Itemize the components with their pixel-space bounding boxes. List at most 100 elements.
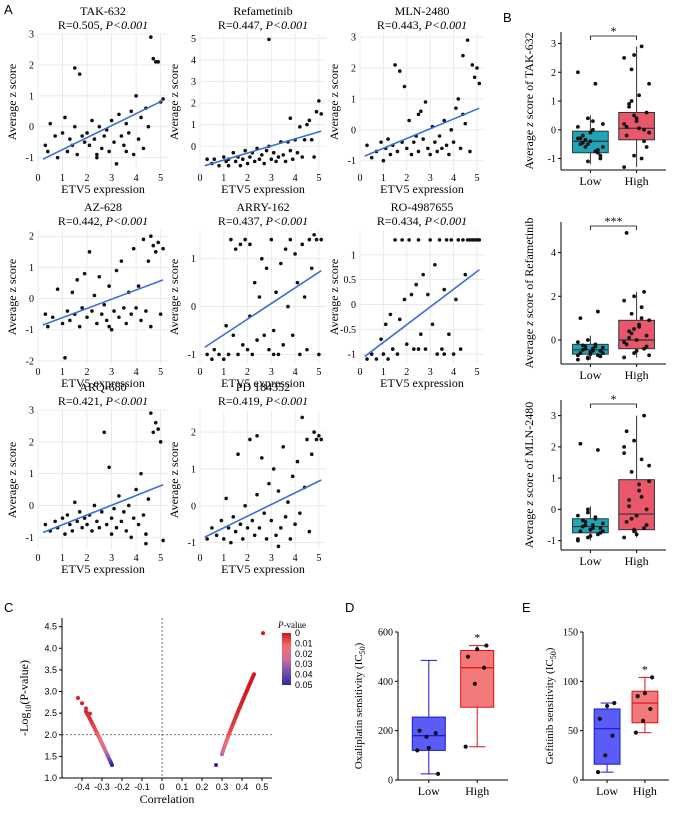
y-tick-label: 5 xyxy=(191,34,196,45)
data-point xyxy=(416,347,421,351)
data-point xyxy=(288,148,293,153)
data-point xyxy=(369,352,374,356)
data-point xyxy=(312,430,316,434)
data-point xyxy=(233,159,238,164)
panel-label-a: A xyxy=(4,2,13,17)
data-point xyxy=(600,122,605,126)
x-category-label: Low xyxy=(579,174,601,188)
data-point xyxy=(600,345,605,350)
y-axis-label: Gefitinib sensitivity (IC50) xyxy=(544,647,558,764)
panel-label-b: B xyxy=(503,10,512,25)
data-point xyxy=(300,415,305,420)
scatter-title: Refametinib xyxy=(233,4,292,18)
data-point xyxy=(161,246,165,251)
data-point xyxy=(627,498,632,502)
data-point xyxy=(435,771,441,776)
y-tick-label: 3 xyxy=(551,411,556,422)
data-point xyxy=(644,110,649,115)
x-tick-label: 0.4 xyxy=(236,782,249,792)
data-point xyxy=(124,321,129,326)
data-point xyxy=(581,133,585,138)
data-point xyxy=(151,243,156,248)
data-point xyxy=(290,474,295,479)
legend-title: P-value xyxy=(277,620,306,630)
data-point xyxy=(55,155,60,160)
data-point xyxy=(271,150,276,155)
y-tick-label: 2 xyxy=(191,99,196,110)
x-tick-label: 0 xyxy=(358,173,363,184)
data-point xyxy=(629,469,634,474)
data-point xyxy=(458,347,463,351)
data-point xyxy=(390,347,395,351)
x-category-label: High xyxy=(465,784,489,798)
y-tick-label: -1 xyxy=(348,350,356,361)
x-category-label: High xyxy=(625,174,649,188)
data-point xyxy=(622,122,627,126)
panel-label-e: E xyxy=(522,600,531,615)
data-point xyxy=(417,728,422,733)
panel-label-d: D xyxy=(345,600,354,615)
volcano-point xyxy=(252,672,256,677)
x-tick-label: 4 xyxy=(134,553,139,564)
volcano-point xyxy=(80,701,84,706)
data-point xyxy=(600,351,605,355)
data-point xyxy=(451,352,456,356)
data-point xyxy=(245,347,250,352)
x-tick-label: 2 xyxy=(85,367,90,378)
box-plot-b1: -1 0 1 2 3 Low High * Average z score of TAK-632 xyxy=(522,24,666,188)
data-point xyxy=(210,357,214,362)
data-point xyxy=(255,492,259,497)
x-axis-label: ETV5 expression xyxy=(221,182,305,196)
y-tick-label: 100 xyxy=(563,677,578,688)
data-point xyxy=(77,510,82,514)
data-point xyxy=(114,162,119,166)
box-plot-b3: -1 0 1 2 3 Low High * Average z score of MLN-248… xyxy=(522,392,666,568)
data-point xyxy=(279,261,283,266)
y-tick-label: 50 xyxy=(568,726,578,737)
data-point xyxy=(409,152,414,157)
y-tick-label: 0 xyxy=(573,776,578,787)
data-point xyxy=(124,149,129,154)
plot-area xyxy=(38,230,168,364)
y-axis-label: Average z score of TAK-632 xyxy=(522,32,536,169)
data-point xyxy=(581,518,585,523)
data-point xyxy=(205,537,209,541)
data-point xyxy=(139,471,143,476)
data-point xyxy=(153,420,158,425)
data-point xyxy=(107,324,111,329)
data-point xyxy=(281,153,286,157)
data-point xyxy=(629,67,634,72)
data-point xyxy=(122,143,126,148)
data-point xyxy=(144,309,148,313)
data-point xyxy=(583,523,588,527)
x-tick-label: 3 xyxy=(109,173,114,184)
data-point xyxy=(419,109,423,114)
y-axis-label: Average z score xyxy=(167,64,181,140)
data-point xyxy=(50,315,55,320)
data-point xyxy=(447,332,451,337)
data-point xyxy=(595,770,601,775)
data-point xyxy=(627,101,632,106)
data-point xyxy=(426,146,430,151)
data-point xyxy=(612,700,617,706)
y-tick-label: -1 xyxy=(548,536,556,547)
x-tick-label: 3 xyxy=(109,553,114,564)
data-point xyxy=(598,153,603,158)
data-point xyxy=(248,437,252,442)
y-tick-label: 0 xyxy=(191,142,196,153)
data-point xyxy=(314,437,319,442)
data-point xyxy=(648,706,653,712)
data-point xyxy=(99,510,104,514)
data-point xyxy=(477,238,482,242)
data-point xyxy=(447,152,451,157)
data-point xyxy=(264,148,269,153)
data-point xyxy=(633,730,638,735)
data-point xyxy=(80,306,84,310)
data-point xyxy=(590,526,595,531)
scatter-stat: R=0.419, P<0.001 xyxy=(218,394,308,408)
data-point xyxy=(365,357,369,361)
data-point xyxy=(415,748,420,753)
data-point xyxy=(395,352,400,356)
data-point xyxy=(107,465,111,470)
